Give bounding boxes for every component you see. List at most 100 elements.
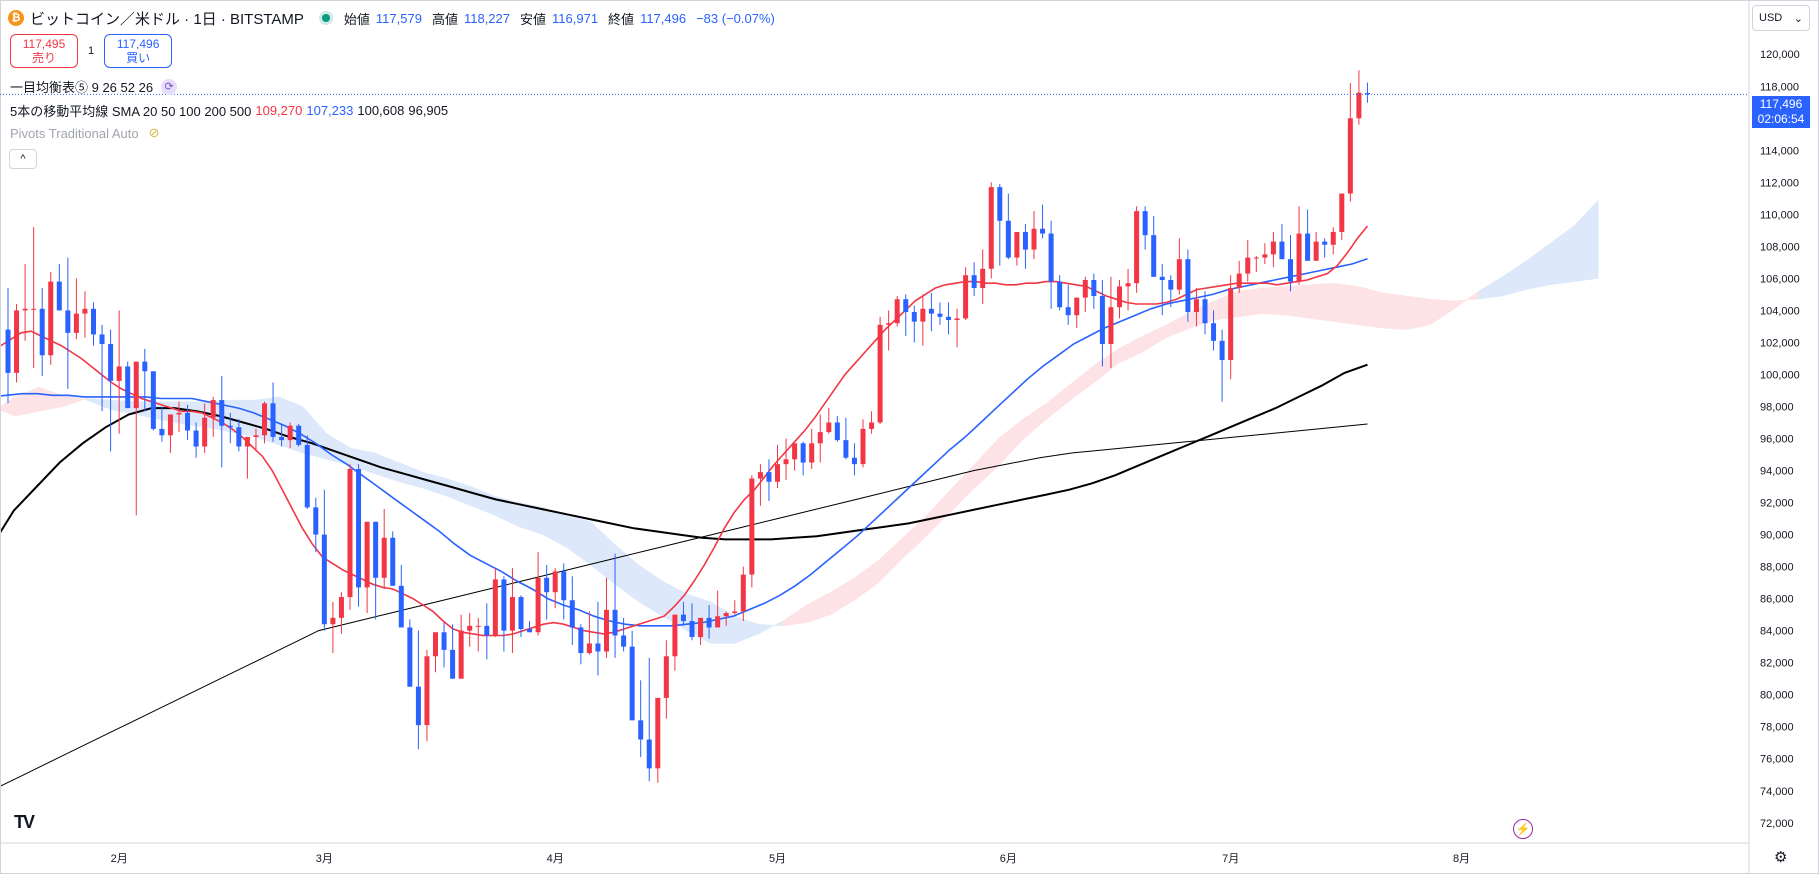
candle xyxy=(1322,238,1328,258)
candle-body xyxy=(775,464,780,482)
candle xyxy=(48,271,54,365)
candle-body xyxy=(655,697,661,769)
cloud-segment xyxy=(974,437,999,489)
candle-body xyxy=(1262,254,1268,258)
candle xyxy=(125,361,131,409)
collapse-legend-button[interactable]: ^ xyxy=(9,149,37,169)
candle xyxy=(860,419,866,468)
sell-button[interactable]: 117,495 売り xyxy=(10,34,78,68)
candle-body xyxy=(621,635,627,647)
hidden-eye-icon[interactable]: ⊘ xyxy=(148,125,160,140)
cloud-segment xyxy=(1382,292,1407,330)
candle-body xyxy=(1356,92,1362,119)
candle-body xyxy=(484,625,490,636)
candle xyxy=(381,508,387,590)
sell-price: 117,495 xyxy=(22,37,66,51)
candle-body xyxy=(142,361,148,372)
candle xyxy=(937,302,943,325)
candle-body xyxy=(1202,299,1208,324)
candle-body xyxy=(338,597,344,618)
tradingview-logo[interactable]: TV xyxy=(14,812,35,832)
candle xyxy=(398,565,404,628)
candle xyxy=(14,304,20,383)
candle xyxy=(270,382,276,442)
candle-body xyxy=(595,643,601,652)
last-price-label: 117,496 02:06:54 xyxy=(1752,96,1810,128)
candle-body xyxy=(125,366,131,409)
candle xyxy=(1193,288,1199,327)
candle xyxy=(202,403,208,453)
candle-body xyxy=(1288,259,1293,282)
candle-body xyxy=(800,443,806,463)
price-tick-label: 76,000 xyxy=(1760,754,1794,766)
candle xyxy=(1313,231,1319,261)
candle xyxy=(1142,206,1148,250)
price-tick-label: 104,000 xyxy=(1760,305,1800,317)
cloud-segment xyxy=(1118,335,1143,364)
cloud-segment xyxy=(0,396,16,417)
candle-body xyxy=(1099,296,1105,345)
candle-body xyxy=(1134,211,1140,284)
high-label: 高値 xyxy=(431,11,458,27)
candle xyxy=(621,617,627,652)
candle-body xyxy=(279,436,285,441)
candle xyxy=(783,438,789,481)
candle-body xyxy=(954,318,960,321)
buy-button[interactable]: 117,496 買い xyxy=(104,34,173,68)
candle-body xyxy=(99,334,105,345)
candle xyxy=(210,396,216,437)
time-tick-label: 7月 xyxy=(1222,853,1239,865)
indicator-moving-averages[interactable]: 5本の移動平均線 SMA 20 50 100 200 500 109,270 1… xyxy=(10,101,448,120)
settings-icon[interactable]: ⚙ xyxy=(1774,849,1788,866)
candle-body xyxy=(441,632,447,650)
candle-body xyxy=(1185,259,1191,313)
lightning-icon[interactable]: ⚡ xyxy=(1513,819,1533,839)
candle-body xyxy=(638,720,644,740)
sma200-line xyxy=(0,423,1368,787)
candle xyxy=(732,600,738,615)
candle xyxy=(1364,82,1370,103)
candle-body xyxy=(304,444,310,508)
candle-body xyxy=(715,616,721,628)
candle-body xyxy=(1074,297,1080,316)
candle-body xyxy=(202,417,208,447)
currency-label: USD xyxy=(1759,12,1783,24)
candle xyxy=(5,288,11,404)
cloud-segment xyxy=(1454,290,1479,310)
candle-body xyxy=(475,625,481,627)
candle xyxy=(544,565,550,620)
candle xyxy=(792,443,798,471)
candle-body xyxy=(56,281,62,311)
candle-body xyxy=(390,537,396,586)
candle xyxy=(484,603,490,660)
candle-body xyxy=(535,577,541,633)
candle xyxy=(1219,329,1225,402)
indicator-ichimoku[interactable]: 一目均衡表⑤ 9 26 52 26 ⟳ xyxy=(10,77,178,96)
cloud-segment xyxy=(1358,286,1383,329)
candle-body xyxy=(886,323,892,325)
candle-body xyxy=(167,414,173,436)
candle xyxy=(817,414,823,463)
candle-body xyxy=(698,617,704,638)
candle-body xyxy=(689,621,695,638)
price-tick-label: 112,000 xyxy=(1760,177,1799,189)
cloud-segment xyxy=(638,564,663,617)
currency-select[interactable]: USD ⌄ xyxy=(1752,5,1810,31)
refresh-icon[interactable]: ⟳ xyxy=(161,78,178,95)
indicator-pivots[interactable]: Pivots Traditional Auto ⊘ xyxy=(10,125,160,141)
candle xyxy=(415,630,421,750)
low-label: 安値 xyxy=(520,11,547,27)
close-label: 終値 xyxy=(608,11,635,27)
candle-body xyxy=(1193,299,1199,313)
candle-body xyxy=(783,459,789,465)
candle-body xyxy=(1151,235,1157,277)
candle xyxy=(150,371,156,431)
price-tick-label: 102,000 xyxy=(1760,337,1800,349)
candle-body xyxy=(1228,288,1234,361)
candle-body xyxy=(236,427,242,447)
symbol-title[interactable]: ビットコイン／米ドル · 1日 · BITSTAMP xyxy=(30,10,304,28)
candle xyxy=(1014,231,1020,266)
candle-body xyxy=(356,468,362,588)
candle xyxy=(253,428,259,452)
